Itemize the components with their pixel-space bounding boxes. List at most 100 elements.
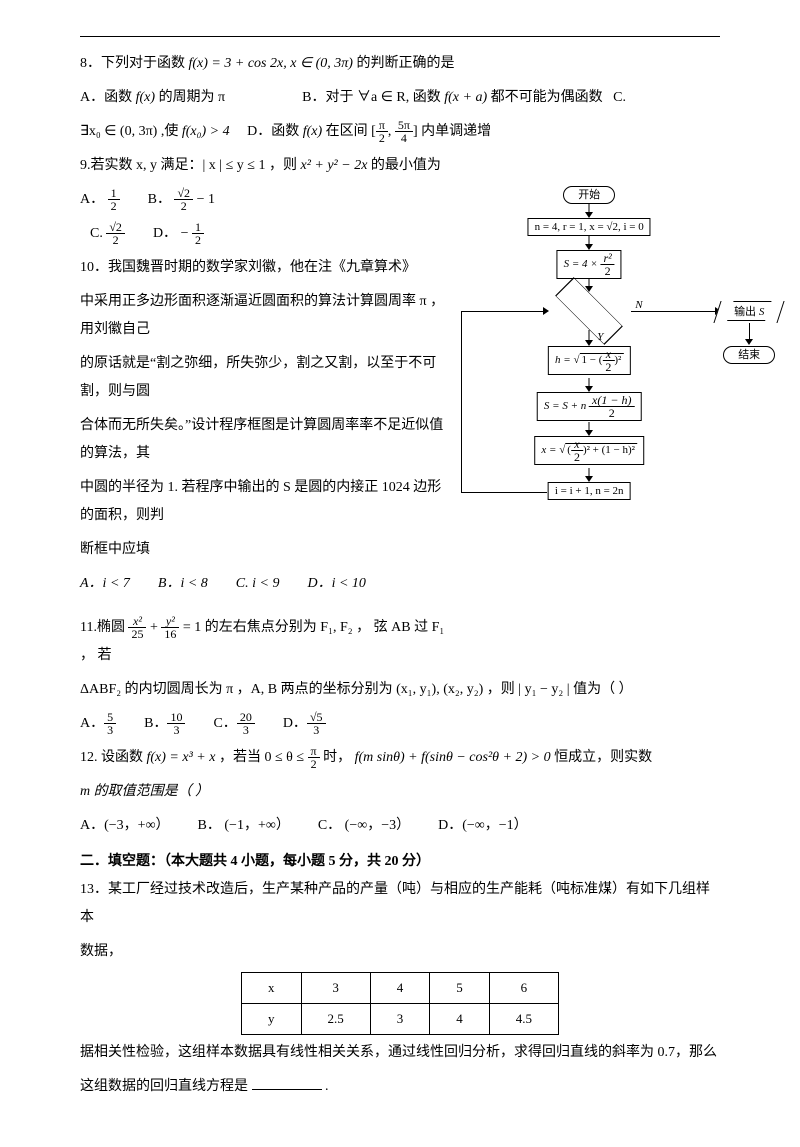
q8-C2-fn: f(x₀) > 4 bbox=[182, 124, 230, 139]
q9-A: A． 12 bbox=[80, 186, 120, 214]
fill-blank[interactable] bbox=[252, 1076, 322, 1090]
q13-l3b-row: 这组数据的回归直线方程是 . bbox=[80, 1073, 720, 1101]
q9-opts-row2: C. √22 D． − 12 bbox=[80, 220, 451, 248]
fc-init: n = 4, r = 1, x = √2, i = 0 bbox=[528, 218, 651, 236]
left-text-column: A． 12 B． √22 − 1 C. √22 D． − 12 10．我国魏晋时… bbox=[80, 186, 451, 676]
q9-D-d: 2 bbox=[192, 234, 204, 246]
q13-l3a: 据相关性检验，这组样本数据具有线性相关关系，通过线性回归分析，求得回归直线的斜率… bbox=[80, 1039, 720, 1067]
fc-start: 开始 bbox=[563, 186, 615, 204]
q9-B-d: 2 bbox=[174, 200, 193, 212]
q10-opts: A．i < 7 B．i < 8 C. i < 9 D．i < 10 bbox=[80, 570, 451, 598]
fc-s-update: S = S + n x(1 − h)2 bbox=[537, 392, 642, 421]
q9-expr: x² + y² − 2x bbox=[300, 158, 367, 173]
t-y3: 4.5 bbox=[489, 1004, 558, 1035]
q11-B: B．103 bbox=[144, 710, 185, 738]
fc-supd-d: 2 bbox=[589, 407, 634, 419]
fc-xd: 2 bbox=[571, 451, 583, 463]
section-2-heading: 二．填空题：（本大题共 4 小题，每小题 5 分，共 20 分） bbox=[80, 848, 720, 876]
q11Dlbl: D． bbox=[283, 716, 307, 731]
q11-D: D．√53 bbox=[283, 710, 326, 738]
q8-C: C. bbox=[613, 90, 626, 105]
q11-fxd: 25 bbox=[128, 628, 146, 640]
q9-A-d: 2 bbox=[108, 200, 120, 212]
t-y1: 3 bbox=[370, 1004, 430, 1035]
q11Albl: A． bbox=[80, 716, 104, 731]
q9-B: B． √22 − 1 bbox=[148, 186, 215, 214]
q11-opts: A．53 B．103 C．203 D．√53 bbox=[80, 710, 720, 738]
q9-B-tail: − 1 bbox=[197, 192, 215, 207]
t-x1: 4 bbox=[370, 973, 430, 1004]
q12-B: B． (−1，+∞） bbox=[198, 812, 290, 840]
q10-l5: 中圆的半径为 1. 若程序中输出的 S 是圆的内接正 1024 边形的面积，则判 bbox=[80, 474, 451, 530]
q12l1c: 时， bbox=[323, 750, 355, 765]
q9-D-lbl: D． bbox=[153, 226, 177, 241]
q8-func: f(x) = 3 + cos 2x, x ∈ (0, 3π) bbox=[189, 56, 353, 71]
t-x3: 6 bbox=[489, 973, 558, 1004]
q12l1b: ，若当 0 ≤ θ ≤ bbox=[219, 750, 308, 765]
q10-B: B．i < 8 bbox=[158, 570, 208, 598]
q8-options-row1: A．函数 f(x) 的周期为 π B．对于 ∀a ∈ R, 函数 f(x + a… bbox=[80, 84, 720, 112]
q10-l6: 断框中应填 bbox=[80, 536, 451, 564]
q9-C-d: 2 bbox=[106, 234, 125, 246]
flowchart: 开始 n = 4, r = 1, x = √2, i = 0 S = 4 × r… bbox=[459, 186, 719, 556]
q11-C: C．203 bbox=[213, 710, 254, 738]
q9-D-pre: − bbox=[181, 226, 189, 241]
q11Cd: 3 bbox=[237, 724, 255, 736]
q8-options-row2: ∃x₀ ∈ (0, 3π) ,使 f(x₀) > 4 D．函数 f(x) 在区间… bbox=[80, 118, 720, 146]
q8-B-pre: B．对于 ∀a ∈ R, 函数 bbox=[302, 90, 444, 105]
t-y2: 4 bbox=[430, 1004, 490, 1035]
q9-C-lbl: C. bbox=[90, 226, 103, 241]
fc-h: h = √1 − (x2)² bbox=[548, 346, 630, 375]
q11Dd: 3 bbox=[307, 724, 326, 736]
q12-opts: A．(−3，+∞） B． (−1，+∞） C． (−∞，−3） D．(−∞，−1… bbox=[80, 812, 720, 840]
table-row: y 2.5 3 4 4.5 bbox=[242, 1004, 559, 1035]
q11-fyd: 16 bbox=[161, 628, 179, 640]
q13-dot: . bbox=[325, 1079, 329, 1094]
question-8: 8．下列对于函数 f(x) = 3 + cos 2x, x ∈ (0, 3π) … bbox=[80, 50, 720, 78]
q9-stem-b: 的最小值为 bbox=[371, 158, 441, 173]
q11-l2: ΔABF₂ 的内切圆周长为 π ，A, B 两点的坐标分别为 (x₁, y₁),… bbox=[80, 676, 720, 704]
fc-sinit-pre: S = 4 × bbox=[564, 258, 598, 270]
t-y0: 2.5 bbox=[301, 1004, 370, 1035]
q8-D-right-frac: 5π 4 bbox=[395, 119, 413, 144]
q10-D: D．i < 10 bbox=[307, 570, 365, 598]
q10-l3: 的原话就是“割之弥细，所失弥少，割之又割，以至于不可割，则与圆 bbox=[80, 350, 451, 406]
q12expr: f(m sinθ) + f(sinθ − cos²θ + 2) > 0 bbox=[355, 750, 551, 765]
q12-D: D．(−∞，−1） bbox=[438, 812, 528, 840]
q13-l2: 数据， bbox=[80, 938, 720, 966]
q12-A: A．(−3，+∞） bbox=[80, 812, 170, 840]
t-h1: x bbox=[242, 973, 302, 1004]
q11Blbl: B． bbox=[144, 716, 167, 731]
q8-D-post: 在区间 bbox=[326, 124, 368, 139]
q8-D-tail: 内单调递增 bbox=[421, 124, 491, 139]
q11-A: A．53 bbox=[80, 710, 116, 738]
q8-stem-b: 的判断正确的是 bbox=[356, 56, 454, 71]
q9-A-lbl: A． bbox=[80, 192, 104, 207]
q8-A-mid: f(x) bbox=[136, 90, 155, 105]
fc-output: 输出 S bbox=[723, 301, 775, 321]
q8-stem-a: 8．下列对于函数 bbox=[80, 56, 189, 71]
q9-B-lbl: B． bbox=[148, 192, 171, 207]
q9-D: D． − 12 bbox=[153, 220, 204, 248]
table-row: x 3 4 5 6 bbox=[242, 973, 559, 1004]
q8-D-left-frac: π 2 bbox=[376, 119, 388, 144]
t-h2: y bbox=[242, 1004, 302, 1035]
midpage-layout: A． 12 B． √22 − 1 C. √22 D． − 12 10．我国魏晋时… bbox=[80, 186, 720, 676]
q8-D-rd: 4 bbox=[395, 132, 413, 144]
q12l1d: 恒成立，则实数 bbox=[554, 750, 652, 765]
flowchart-column: 开始 n = 4, r = 1, x = √2, i = 0 S = 4 × r… bbox=[451, 186, 720, 556]
q8-B-mid: f(x + a) bbox=[444, 90, 487, 105]
q13-l3b: 这组数据的回归直线方程是 bbox=[80, 1079, 248, 1094]
q12-l2: m 的取值范围是（ ） bbox=[80, 778, 720, 806]
fc-h-d: 2 bbox=[602, 361, 614, 373]
q12-C: C． (−∞，−3） bbox=[318, 812, 410, 840]
q8-C2-pre: ∃x₀ ∈ (0, 3π) ,使 bbox=[80, 124, 182, 139]
fc-yes: Y bbox=[597, 326, 603, 348]
q9-stem-a: 9.若实数 x, y 满足：| x | ≤ y ≤ 1 ，则 bbox=[80, 158, 300, 173]
fc-x-pre: x = bbox=[541, 444, 556, 456]
q10-l2: 中采用正多边形面积逐渐逼近圆面积的算法计算圆周率 π ，用刘徽自己 bbox=[80, 288, 451, 344]
q10-l4: 合体而无所失矣。”设计程序框图是计算圆周率率不足近似值的算法，其 bbox=[80, 412, 451, 468]
q11Bd: 3 bbox=[167, 724, 185, 736]
fc-supd-pre: S = S + n bbox=[544, 400, 586, 412]
fc-x-tail: ² + (1 − h)² bbox=[587, 444, 635, 456]
